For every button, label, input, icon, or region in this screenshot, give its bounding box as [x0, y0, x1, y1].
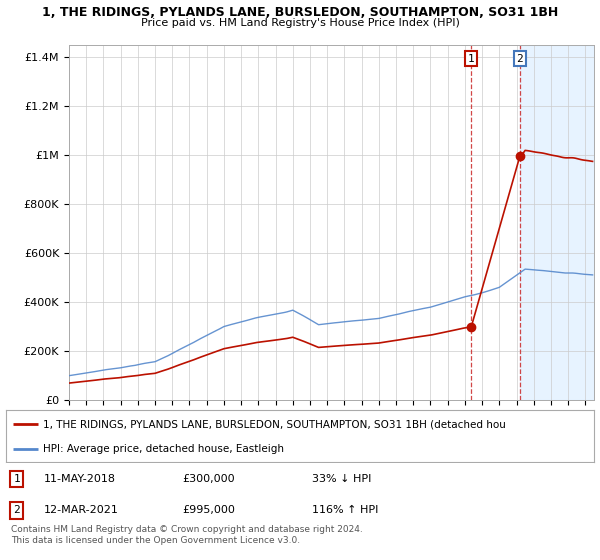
Bar [520, 45, 594, 400]
Text: £300,000: £300,000 [182, 474, 235, 484]
Text: 1: 1 [13, 474, 20, 484]
Text: 12-MAR-2021: 12-MAR-2021 [44, 505, 119, 515]
Text: 2: 2 [13, 505, 20, 515]
Text: 1, THE RIDINGS, PYLANDS LANE, BURSLEDON, SOUTHAMPTON, SO31 1BH: 1, THE RIDINGS, PYLANDS LANE, BURSLEDON,… [42, 6, 558, 18]
Text: Price paid vs. HM Land Registry's House Price Index (HPI): Price paid vs. HM Land Registry's House … [140, 18, 460, 28]
Text: HPI: Average price, detached house, Eastleigh: HPI: Average price, detached house, East… [43, 444, 284, 454]
Text: 1: 1 [468, 54, 475, 64]
Text: Contains HM Land Registry data © Crown copyright and database right 2024.
This d: Contains HM Land Registry data © Crown c… [11, 525, 362, 545]
Text: 2: 2 [517, 54, 523, 64]
Text: 1, THE RIDINGS, PYLANDS LANE, BURSLEDON, SOUTHAMPTON, SO31 1BH (detached hou: 1, THE RIDINGS, PYLANDS LANE, BURSLEDON,… [43, 419, 506, 430]
Text: 116% ↑ HPI: 116% ↑ HPI [312, 505, 378, 515]
Text: 11-MAY-2018: 11-MAY-2018 [44, 474, 116, 484]
Text: £995,000: £995,000 [182, 505, 235, 515]
Text: 33% ↓ HPI: 33% ↓ HPI [312, 474, 371, 484]
